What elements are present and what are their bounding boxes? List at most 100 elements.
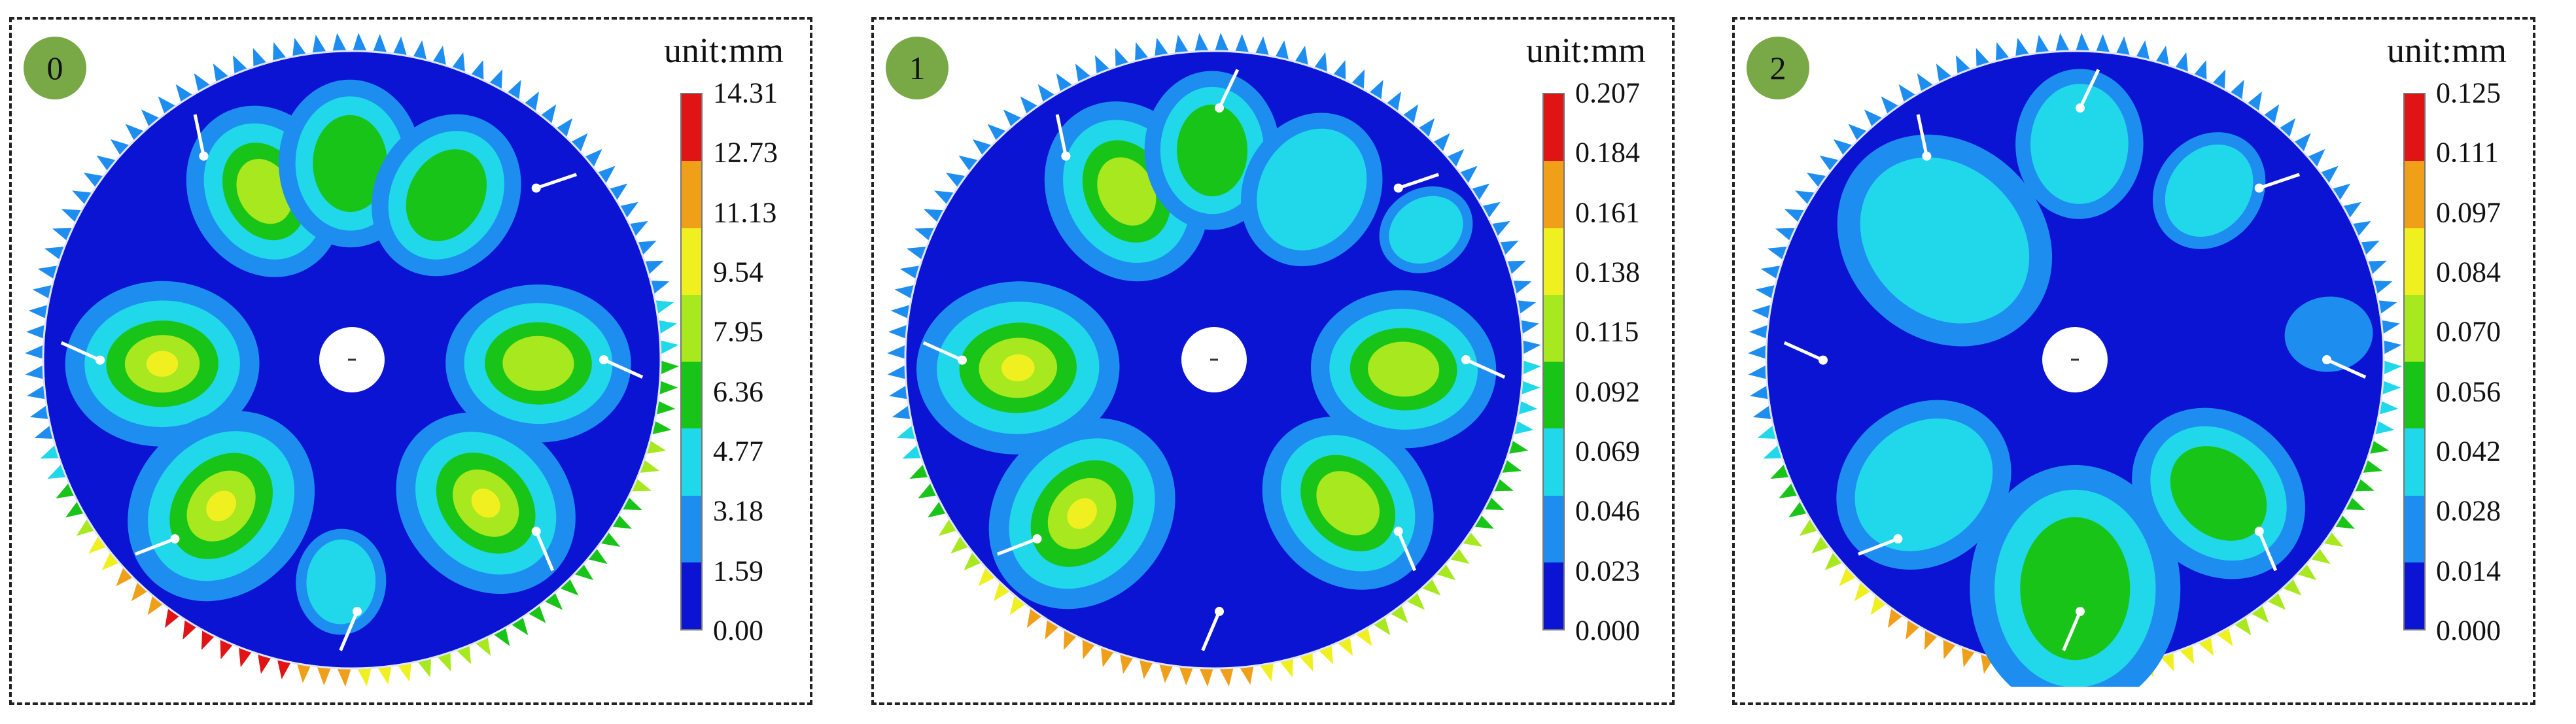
saw-tooth [2329,183,2351,203]
saw-tooth [1795,190,1819,207]
expansion-slot [1916,114,1928,157]
slot-end-hole [2254,526,2264,536]
saw-tooth [1750,383,1772,400]
saw-tooth [356,664,372,687]
saw-tooth [1749,323,1771,340]
slot-end-hole [1893,534,1903,543]
contour-band [146,351,179,377]
contour-band [1389,196,1463,264]
legend-color-segment [2405,562,2424,629]
saw-tooth [1194,33,1210,55]
legend-color-segment [682,228,701,295]
color-legend-bar [680,93,703,630]
saw-tooth [945,172,969,190]
legend-tick: 4.77 [713,435,763,468]
contour-band [313,114,388,213]
unit-label: unit:mm [2386,31,2507,70]
saw-tooth [1870,592,1889,615]
saw-tooth [147,592,166,615]
saw-tooth [553,118,573,141]
contour-band [1316,471,1380,536]
saw-tooth [1848,124,1870,144]
contour-lobe [1379,186,1473,273]
saw-tooth [1416,118,1435,141]
saw-tooth [1811,533,1832,554]
saw-tooth [336,665,352,687]
saw-tooth [352,33,368,54]
contour-band [2170,446,2267,541]
saw-tooth [1419,576,1441,596]
saw-tooth [1887,604,1905,629]
saw-tooth [1864,109,1886,130]
disc-rim [904,50,1524,670]
legend-color-segment [1544,562,1563,629]
legend-tick: 0.042 [2436,435,2501,468]
contour-band [471,489,500,518]
saw-tooth [372,33,389,56]
saw-tooth [72,190,96,207]
saw-tooth [375,663,392,685]
saw-tooth [2291,133,2311,155]
saw-tooth [131,579,150,602]
color-legend-bar [1542,93,1565,630]
slot-end-hole [96,355,105,365]
saw-tooth [606,183,628,203]
contour-band [236,158,293,224]
saw-tooth [541,589,563,610]
legend-tick: 0.184 [1575,136,1640,169]
unit-label: unit:mm [663,31,784,70]
legend-tick: 0.084 [2436,256,2501,288]
contour-lobe [128,411,315,602]
contour-band [406,149,487,241]
legend-ticks: 0.207 0.184 0.161 0.138 0.115 0.092 0.06… [1575,77,1673,647]
saw-tooth [1446,545,1470,564]
saw-tooth [25,343,46,360]
legend-color-segment [1544,94,1563,162]
legend-tick: 0.125 [2436,77,2501,109]
saw-tooth [1519,339,1541,356]
saw-tooth [1370,614,1391,636]
disc-rim [42,50,662,670]
expansion-slot [2078,69,2100,109]
saw-tooth [1174,35,1191,57]
saw-tooth [1854,579,1873,602]
saw-tooth [538,104,557,128]
slot-end-hole [1922,151,1932,161]
contour-lobe [916,281,1120,455]
saw-tooth [972,139,995,158]
contour-disc-0 [25,33,679,687]
expansion-slot [535,173,578,190]
saw-tooth [1459,530,1483,547]
legend-tick: 0.000 [2436,614,2501,647]
saw-tooth [1045,616,1061,640]
legend-color-segment [682,294,701,362]
contour-band [1001,354,1035,382]
saw-tooth [584,545,608,564]
legend-color-segment [2405,362,2424,429]
saw-tooth [96,155,120,174]
expansion-slot [602,358,644,379]
saw-tooth [655,379,678,396]
saw-tooth [1433,561,1456,581]
saw-tooth [1238,663,1255,685]
saw-tooth [2231,614,2252,636]
mode-badge: 0 [24,37,86,99]
saw-tooth [987,124,1009,144]
saw-tooth [1520,360,1541,376]
legend-tick: 0.115 [1575,315,1639,348]
saw-tooth [1198,665,1214,687]
legend-tick: 6.36 [713,375,763,408]
saw-tooth [1384,91,1402,115]
saw-tooth [2245,91,2263,115]
expansion-slot [1465,358,1506,379]
saw-tooth [2095,33,2112,56]
expansion-slot [1055,114,1068,157]
legend-color-segment [682,562,701,629]
saw-tooth [332,33,348,55]
legend-tick: 14.31 [713,77,778,109]
saw-tooth [1400,104,1419,128]
saw-tooth [1177,663,1194,686]
contour-lobe [396,412,576,595]
saw-tooth [1839,564,1859,587]
saw-tooth [1881,96,1902,117]
